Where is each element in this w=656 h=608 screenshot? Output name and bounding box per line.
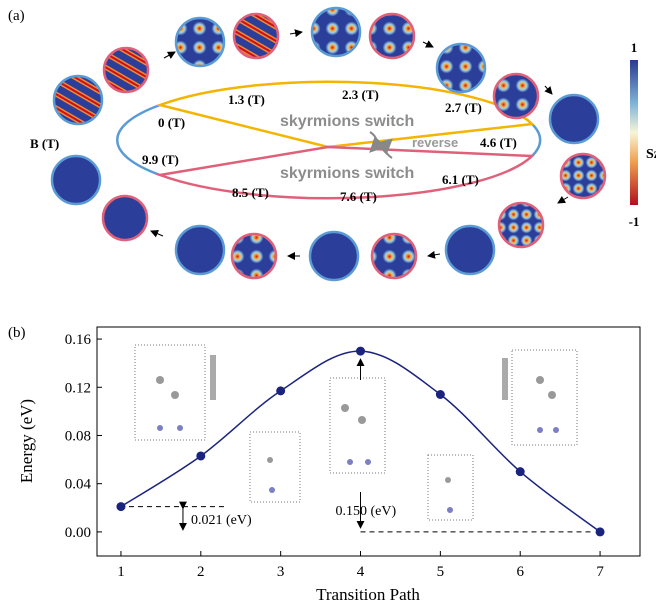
inset bbox=[250, 432, 300, 502]
texture bbox=[499, 203, 543, 247]
y-tick-label: 0.08 bbox=[65, 428, 91, 444]
switch-label: skyrmions switch bbox=[280, 113, 414, 130]
x-tick-label: 7 bbox=[596, 564, 604, 580]
x-tick-label: 5 bbox=[437, 564, 445, 580]
field-label: 7.6 (T) bbox=[340, 189, 377, 204]
page: (a) 0 (T) 1.3 (T) 2.3 (T) 2.7 (T) 4.6 (T… bbox=[0, 0, 656, 608]
x-tick-label: 4 bbox=[357, 564, 365, 580]
x-axis-label: Transition Path bbox=[316, 585, 420, 604]
texture bbox=[561, 154, 605, 198]
y-axis-label: Energy (eV) bbox=[17, 399, 36, 483]
texture bbox=[312, 8, 360, 56]
field-label: 6.1 (T) bbox=[442, 172, 479, 187]
colorbar-title: Sz bbox=[646, 147, 656, 162]
y-tick-label: 0.16 bbox=[65, 332, 92, 348]
field-label: 1.3 (T) bbox=[228, 92, 265, 107]
data-point bbox=[196, 451, 205, 460]
texture bbox=[232, 234, 276, 278]
y-tick-label: 0.00 bbox=[65, 525, 91, 541]
figure: (a) 0 (T) 1.3 (T) 2.3 (T) 2.7 (T) 4.6 (T… bbox=[0, 0, 656, 608]
field-label: 4.6 (T) bbox=[480, 135, 517, 150]
colorbar-max: 1 bbox=[631, 40, 638, 55]
data-point bbox=[596, 527, 605, 536]
x-tick-label: 2 bbox=[197, 564, 205, 580]
texture bbox=[176, 226, 224, 274]
texture bbox=[370, 14, 414, 58]
inset bbox=[135, 345, 205, 440]
arrow bbox=[290, 32, 302, 34]
texture bbox=[372, 234, 416, 278]
field-label: 9.9 (T) bbox=[142, 152, 179, 167]
spin-textures bbox=[52, 8, 605, 280]
arrow bbox=[151, 231, 163, 236]
texture bbox=[104, 48, 148, 92]
panel-b: (b) Transition Path Energy (eV) 1 2 3 4 5 6 7 0… bbox=[8, 325, 640, 604]
reverse-label: reverse bbox=[412, 135, 458, 150]
field-axis-label: B (T) bbox=[30, 136, 59, 151]
data-point bbox=[516, 467, 525, 476]
y-tick-label: 0.04 bbox=[65, 477, 92, 493]
colorbar-min: -1 bbox=[629, 214, 640, 229]
data-point bbox=[356, 347, 365, 356]
down-arrow-icon bbox=[502, 358, 508, 400]
texture bbox=[437, 44, 485, 92]
x-tick-label: 1 bbox=[117, 564, 125, 580]
data-point bbox=[116, 502, 125, 511]
inset bbox=[330, 378, 385, 473]
texture bbox=[176, 18, 224, 66]
switch-label: skyrmions switch bbox=[280, 165, 414, 182]
texture bbox=[234, 14, 278, 58]
texture bbox=[52, 156, 100, 204]
plot-frame bbox=[97, 327, 640, 556]
field-label: 2.3 (T) bbox=[342, 87, 379, 102]
ellipse-arc bbox=[532, 124, 540, 156]
up-arrow-icon bbox=[210, 355, 216, 400]
arrow bbox=[558, 197, 568, 203]
inset bbox=[512, 350, 577, 445]
field-label: 8.5 (T) bbox=[232, 185, 269, 200]
data-point bbox=[436, 390, 445, 399]
arrow bbox=[428, 254, 440, 256]
colorbar bbox=[630, 60, 638, 205]
texture bbox=[103, 196, 147, 240]
arrow bbox=[423, 42, 433, 47]
panel-a: (a) 0 (T) 1.3 (T) 2.3 (T) 2.7 (T) 4.6 (T… bbox=[8, 8, 656, 280]
data-point bbox=[276, 386, 285, 395]
annotation: 0.150 (eV) bbox=[336, 504, 397, 519]
inset-atoms bbox=[156, 355, 559, 513]
arrow bbox=[545, 86, 552, 94]
texture bbox=[494, 74, 538, 118]
field-label: 0 (T) bbox=[158, 115, 185, 130]
field-label: 2.7 (T) bbox=[445, 100, 482, 115]
texture bbox=[54, 76, 102, 124]
y-tick-label: 0.12 bbox=[65, 380, 91, 396]
texture bbox=[550, 95, 598, 143]
structure-insets bbox=[135, 345, 577, 520]
panel-label: (a) bbox=[8, 8, 25, 24]
texture bbox=[446, 226, 494, 274]
texture bbox=[310, 232, 358, 280]
x-tick-label: 3 bbox=[277, 564, 285, 580]
x-tick-label: 6 bbox=[516, 564, 524, 580]
arrow bbox=[164, 52, 175, 58]
annotation: 0.021 (eV) bbox=[191, 513, 252, 528]
panel-label: (b) bbox=[8, 325, 26, 341]
